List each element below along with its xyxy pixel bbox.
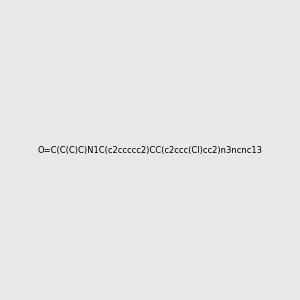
Text: O=C(C(C)C)N1C(c2ccccc2)CC(c2ccc(Cl)cc2)n3ncnc13: O=C(C(C)C)N1C(c2ccccc2)CC(c2ccc(Cl)cc2)n… xyxy=(38,146,262,154)
